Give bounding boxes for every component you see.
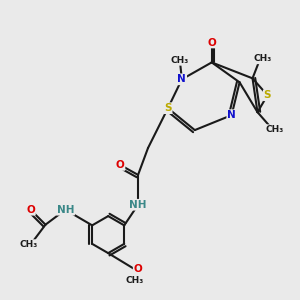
Text: CH₃: CH₃: [126, 276, 144, 285]
Text: CH₃: CH₃: [20, 240, 38, 249]
Text: CH₃: CH₃: [265, 125, 284, 134]
Text: N: N: [178, 74, 186, 84]
Text: O: O: [26, 205, 35, 215]
Text: O: O: [116, 160, 124, 170]
Text: CH₃: CH₃: [254, 54, 272, 63]
Text: O: O: [207, 38, 216, 47]
Text: N: N: [227, 110, 236, 120]
Text: NH: NH: [57, 205, 74, 215]
Text: O: O: [134, 264, 142, 274]
Text: NH: NH: [129, 200, 147, 210]
Text: CH₃: CH₃: [171, 56, 189, 65]
Text: S: S: [164, 103, 172, 113]
Text: S: S: [264, 90, 271, 100]
